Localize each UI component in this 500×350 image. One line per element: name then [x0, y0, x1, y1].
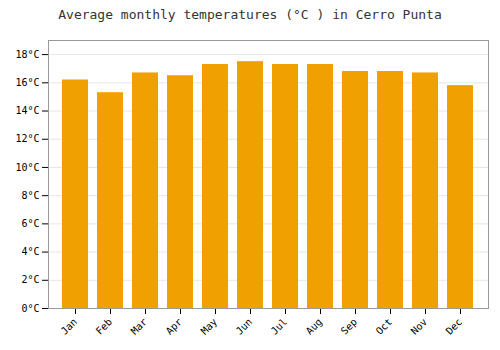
- svg-text:12°C: 12°C: [15, 133, 39, 144]
- svg-text:16°C: 16°C: [15, 77, 39, 88]
- svg-text:14°C: 14°C: [15, 105, 39, 116]
- svg-text:Jul: Jul: [269, 316, 290, 337]
- html-text:Average monthly temperatures (: Average monthly temperatures (°C ) in Ce…: [58, 7, 442, 22]
- svg-text:Nov: Nov: [409, 316, 430, 337]
- svg-text:Jan: Jan: [59, 316, 80, 337]
- svg-text:May: May: [199, 316, 220, 337]
- svg-text:Oct: Oct: [374, 316, 395, 337]
- svg-text:18°C: 18°C: [15, 49, 39, 60]
- svg-text:2°C: 2°C: [21, 274, 39, 285]
- svg-text:4°C: 4°C: [21, 246, 39, 257]
- svg-text:Mar: Mar: [129, 316, 150, 337]
- svg-text:Apr: Apr: [164, 316, 185, 337]
- svg-text:Feb: Feb: [94, 316, 115, 337]
- svg-text:Sep: Sep: [339, 316, 360, 337]
- svg-text:10°C: 10°C: [15, 162, 39, 173]
- svg-text:6°C: 6°C: [21, 218, 39, 229]
- svg-text:Dec: Dec: [444, 316, 465, 337]
- svg-text:Jun: Jun: [234, 316, 255, 337]
- svg-text:Aug: Aug: [304, 316, 325, 337]
- svg-text:0°C: 0°C: [21, 303, 39, 314]
- svg-text:8°C: 8°C: [21, 190, 39, 201]
